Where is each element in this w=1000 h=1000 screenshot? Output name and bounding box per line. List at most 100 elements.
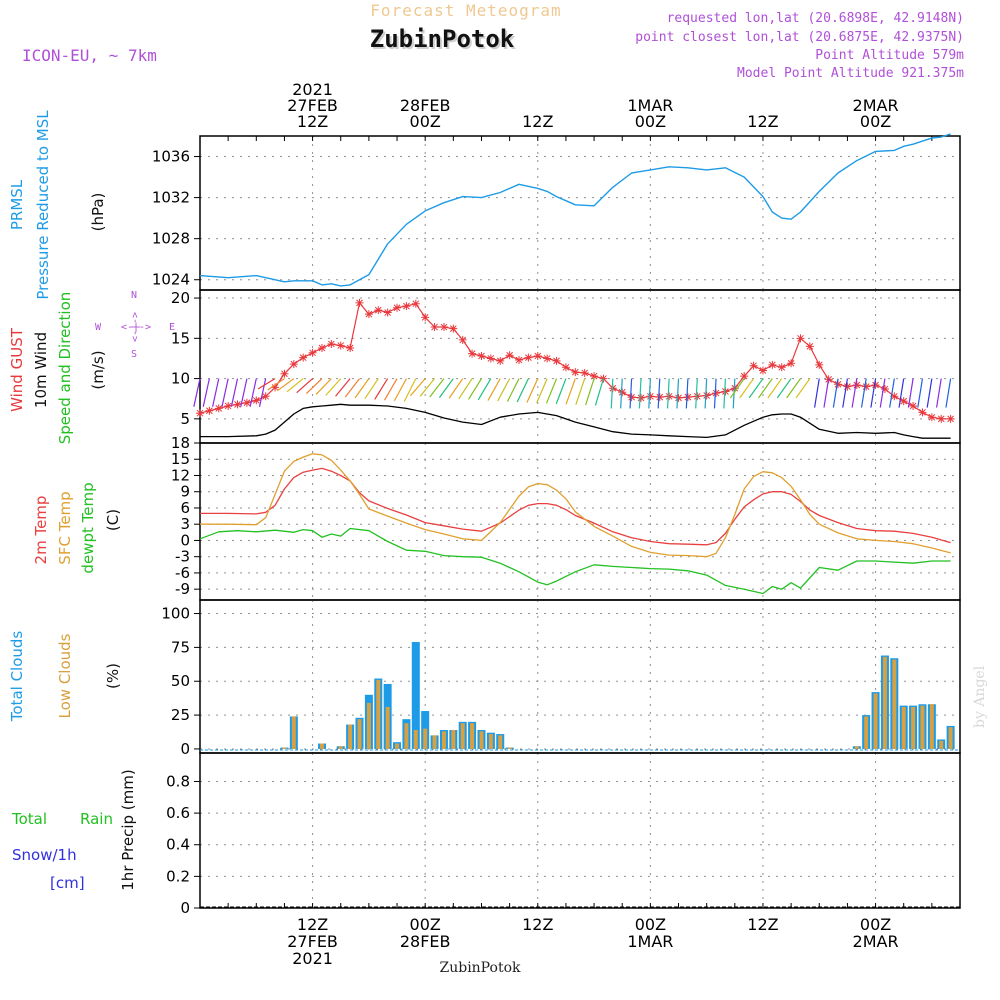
low-cloud-bar [395, 743, 400, 749]
gust-point [393, 303, 402, 312]
wind-arrow [739, 378, 755, 399]
panel-frame [199, 599, 961, 754]
gust-point [665, 392, 674, 401]
wind-arrow [748, 378, 764, 399]
temp-sfc-line [200, 453, 951, 558]
gust-point [712, 389, 721, 398]
y-tick-label: 100 [161, 605, 190, 623]
low-cloud-bar [348, 724, 353, 749]
wind-arrow [468, 378, 482, 400]
gust-point [317, 343, 326, 352]
gust-point [674, 393, 683, 402]
gust-point [233, 400, 242, 409]
low-cloud-bar [901, 706, 906, 749]
y-tick-label: 0 [180, 740, 190, 758]
wind-arrow [594, 378, 605, 406]
wind-arrow [648, 378, 651, 409]
y-tick-label: 1032 [152, 189, 190, 207]
wind-arrow [286, 378, 304, 393]
gust-point [852, 381, 861, 390]
gust-point [477, 352, 486, 361]
wind-arrow [257, 378, 276, 390]
wind-arrow [202, 378, 210, 407]
label-wind-gust: Wind GUST [8, 327, 26, 412]
low-cloud-bar [282, 747, 287, 749]
compass-w: W [95, 322, 102, 333]
watermark: by Angel [972, 665, 988, 728]
gust-line [199, 302, 951, 420]
gust-point [411, 299, 420, 308]
low-cloud-bar [291, 716, 296, 749]
gust-point [693, 392, 702, 401]
wind-arrow [354, 378, 370, 399]
wind-arrow [685, 378, 689, 409]
label-total: Total [11, 810, 47, 828]
gust-point [346, 343, 355, 352]
gust-point [862, 382, 871, 391]
wind-arrow [364, 378, 379, 399]
gust-point [458, 335, 467, 344]
gust-point [383, 308, 392, 317]
y-tick-label: 0.8 [166, 772, 190, 790]
requested-coords: requested lon,lat (20.6898E, 42.9148N) [667, 11, 964, 26]
gust-point [618, 388, 627, 397]
panel-frame [199, 752, 961, 909]
wind-arrow [296, 378, 313, 394]
gust-point [327, 339, 336, 348]
wind-arrow [221, 378, 229, 407]
x-axis-bottom-label: 12Z [522, 915, 553, 934]
low-cloud-bar [432, 735, 437, 749]
gust-point [937, 414, 946, 423]
wind-arrow [344, 378, 360, 398]
chart-title: Forecast Meteogram [370, 1, 561, 20]
gust-point [486, 354, 495, 363]
y-tick-label: 50 [171, 672, 190, 690]
low-cloud-bar [460, 723, 465, 749]
label-cm: [cm] [50, 874, 85, 892]
wind-arrow [506, 378, 520, 402]
wind-arrow [193, 378, 201, 407]
y-tick-label: 9 [180, 483, 190, 501]
wind-arrow [676, 378, 680, 409]
y-tick-label: 20 [171, 289, 190, 307]
y-tick-label: 75 [171, 638, 190, 656]
y-tick-label: 0.2 [166, 867, 190, 885]
wind-arrow [497, 378, 511, 402]
low-cloud-bar [864, 716, 869, 749]
compass-rose: N W E S <-|-> <-|-> [95, 290, 175, 360]
wind-arrow [258, 378, 267, 407]
dewpt-line [199, 527, 951, 595]
gust-point [918, 408, 927, 417]
wind-arrow [516, 378, 529, 403]
low-cloud-bar [413, 729, 418, 749]
x-axis-top-label: 12Z [522, 112, 553, 131]
low-cloud-bar [920, 705, 925, 749]
wind-arrow [305, 378, 323, 395]
label-total-clouds: Total Clouds [8, 631, 26, 723]
y-tick-label: 0.6 [166, 804, 190, 822]
wind-arrow [212, 378, 220, 407]
label-pressure-msl: Pressure Reduced to MSL [34, 110, 52, 300]
gust-point [308, 348, 317, 357]
closest-coords: point closest lon,lat (20.6875E, 42.9375… [635, 30, 964, 45]
wind-arrow [277, 378, 295, 392]
gust-point [880, 385, 889, 394]
wind-arrow [565, 378, 576, 405]
y-tick-label: 15 [171, 450, 190, 468]
x-axis-bottom-label: 12Z [747, 915, 778, 934]
y-tick-label: 0.4 [166, 836, 190, 854]
x-axis-bottom-label: 2MAR [853, 932, 899, 951]
x-axis-top-label: 12Z [747, 112, 778, 131]
x-axis-top-label: 27FEB [287, 96, 338, 115]
low-cloud-bar [451, 729, 456, 749]
x-axis-top-label: 12Z [297, 112, 328, 131]
y-tick-label: -9 [175, 580, 190, 598]
gust-point [355, 298, 364, 307]
gust-point [683, 393, 692, 402]
wind-arrow [477, 378, 492, 401]
wind-arrow [526, 378, 539, 403]
gust-point [702, 391, 711, 400]
y-tick-label: 10 [171, 370, 190, 388]
low-cloud-bar [441, 731, 446, 749]
